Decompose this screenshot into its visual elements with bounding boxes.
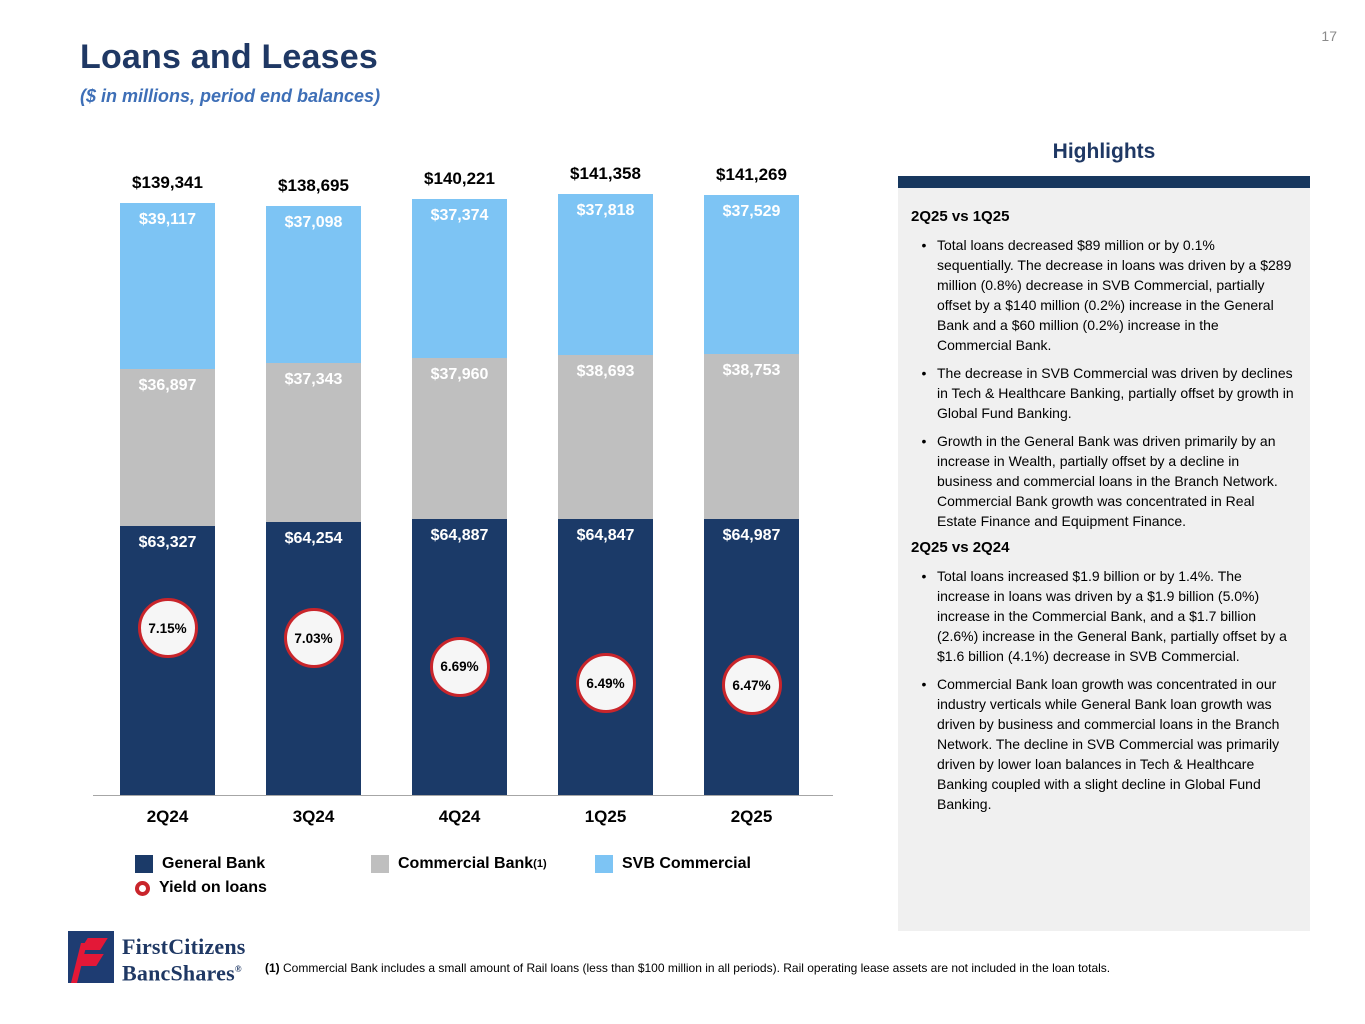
legend-label: Yield on loans: [159, 879, 267, 896]
x-axis-line: [93, 795, 833, 796]
segment-value-label: $64,254: [284, 530, 343, 547]
bar-segment-commercial-bank: $36,897: [120, 369, 215, 526]
bullet-text: Commercial Bank loan growth was concentr…: [937, 676, 1280, 812]
legend-item-general-bank: General Bank: [135, 855, 265, 873]
highlights-panel: 2Q25 vs 1Q25 • Total loans decreased $89 m…: [898, 188, 1310, 931]
legend-footnote-marker: (1): [533, 858, 547, 870]
segment-value-label: $37,818: [576, 202, 635, 220]
footnote-marker: (1): [265, 961, 280, 975]
highlight-bullet-item: • The decrease in SVB Commercial was driv…: [911, 363, 1294, 423]
segment-value-label: $63,327: [138, 533, 197, 551]
highlights-title: Highlights: [1052, 140, 1156, 163]
logo-line1: FirstCitizens: [122, 934, 246, 959]
bullet-text: Growth in the General Bank was driven pr…: [937, 433, 1278, 529]
legend-label: Commercial Bank: [398, 855, 534, 872]
x-axis-label: 4Q24: [438, 807, 481, 826]
segment-value-label: $37,529: [722, 202, 781, 220]
footnote-text: Commercial Bank includes a small amount …: [283, 961, 1111, 975]
bar-segment-svb-commercial: $37,529: [704, 194, 799, 355]
yield-on-loans-marker: 6.49%: [575, 653, 636, 714]
segment-value-label: $39,117: [139, 211, 196, 228]
segment-value-label: $37,960: [430, 366, 489, 384]
footnote: (1) Commercial Bank includes a small amo…: [265, 961, 1215, 975]
bullet-text: The decrease in SVB Commercial was drive…: [937, 365, 1294, 421]
legend-item-yield-on-loans: Yield on loans: [135, 879, 267, 897]
highlights-section-heading: 2Q25 vs 2Q24: [911, 539, 1010, 556]
bar-segment-general-bank: $63,327: [120, 525, 215, 795]
yield-on-loans-marker: 7.03%: [283, 608, 344, 669]
bullet-dot: •: [921, 365, 927, 381]
bullet-text: Total loans increased $1.9 billion or by…: [937, 568, 1287, 664]
bar-total-label: $139,341: [132, 173, 203, 192]
highlights-accent-bar: [898, 176, 1310, 188]
registered-mark: ®: [234, 964, 242, 974]
highlights-section-heading: 2Q25 vs 1Q25: [911, 208, 1010, 225]
bar-total-label: $138,695: [278, 175, 349, 195]
segment-value-label: $38,753: [722, 362, 781, 380]
general-bank-swatch-icon: [135, 855, 153, 873]
segment-value-label: $37,098: [284, 213, 343, 231]
bullet-dot: •: [921, 568, 927, 584]
bar-segment-commercial-bank: $37,343: [266, 363, 361, 522]
highlight-bullet-item: • Growth in the General Bank was driven p…: [911, 431, 1294, 531]
segment-value-label: $38,693: [576, 363, 635, 381]
svb-commercial-swatch-icon: [595, 855, 613, 873]
legend-item-svb-commercial: SVB Commercial: [595, 855, 751, 873]
bar-segment-commercial-bank: $38,753: [704, 354, 799, 519]
legend-label: SVB Commercial: [622, 855, 751, 872]
segment-value-label: $64,987: [722, 526, 781, 544]
bar-segment-commercial-bank: $38,693: [558, 355, 653, 520]
highlight-bullet-item: • Total loans increased $1.9 billion or b…: [911, 566, 1294, 666]
x-axis-label: 3Q24: [292, 807, 335, 826]
bar-segment-svb-commercial: $37,374: [412, 199, 507, 359]
bullet-dot: •: [921, 676, 927, 692]
page-number: 17: [1321, 28, 1337, 44]
legend-label: General Bank: [162, 855, 266, 872]
commercial-bank-swatch-icon: [371, 855, 389, 873]
bullet-dot: •: [921, 237, 927, 253]
legend-item-commercial-bank: Commercial Bank (1): [371, 855, 547, 873]
yield-ring-icon: [135, 880, 150, 896]
bullet-text: Total loans decreased $89 million or by …: [937, 237, 1292, 353]
x-axis-label: 2Q25: [730, 807, 773, 826]
bar-total-label: $140,221: [424, 169, 495, 189]
segment-value-label: $64,847: [576, 527, 635, 545]
x-axis-label: 2Q24: [146, 807, 189, 826]
segment-value-label: $37,343: [284, 371, 343, 389]
yield-on-loans-marker: 6.47%: [721, 655, 782, 716]
bar-segment-svb-commercial: $37,818: [558, 194, 653, 356]
first-citizens-bancshares-logo: FirstCitizens BancShares®: [68, 931, 246, 984]
yield-on-loans-marker: 6.69%: [429, 636, 490, 697]
bar-total-label: $141,269: [716, 164, 787, 184]
highlight-bullet-item: • Total loans decreased $89 million or by…: [911, 235, 1294, 355]
bar-segment-svb-commercial: $39,117: [120, 203, 215, 370]
bar-total-label: $141,358: [570, 164, 641, 184]
slide-title: Loans and Leases: [80, 38, 378, 76]
logo-emblem-icon: [68, 931, 114, 983]
segment-value-label: $64,887: [430, 527, 489, 545]
slide-subtitle: ($ in millions, period end balances): [80, 86, 381, 106]
bar-segment-commercial-bank: $37,960: [412, 358, 507, 520]
logo-line2: BancShares®: [122, 960, 242, 986]
x-axis-label: 1Q25: [584, 807, 627, 826]
bar-segment-svb-commercial: $37,098: [266, 205, 361, 364]
yield-on-loans-marker: 7.15%: [137, 598, 198, 658]
segment-value-label: $37,374: [430, 207, 489, 225]
segment-value-label: $36,897: [138, 377, 197, 395]
highlight-bullet-item: • Commercial Bank loan growth was concent…: [911, 674, 1294, 814]
bullet-dot: •: [921, 433, 927, 449]
